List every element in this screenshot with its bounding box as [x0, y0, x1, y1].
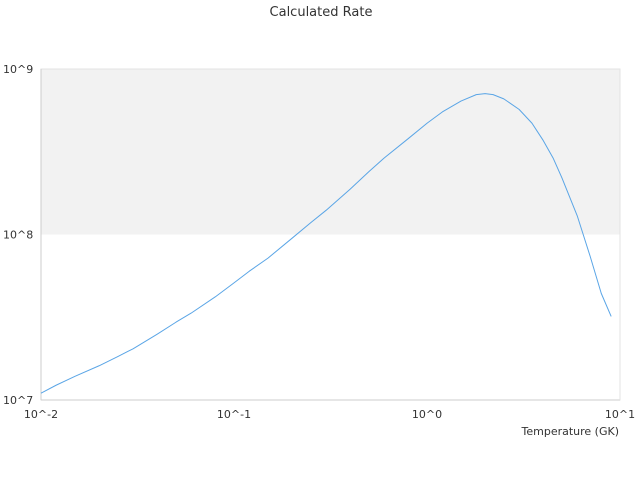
tick-labels: 10^-2 10^-1 10^0 10^1 10^7 10^8 10^9: [3, 63, 635, 421]
series-layer: [40, 93, 612, 394]
y-tick-label: 10^8: [3, 229, 33, 242]
x-tick-label: 10^1: [605, 408, 635, 421]
x-axis-label: Temperature (GK): [521, 425, 620, 438]
chart-title: Calculated Rate: [270, 5, 373, 20]
plot-band-0: [41, 69, 620, 235]
x-tick-label: 10^0: [412, 408, 442, 421]
plot-bands: [41, 69, 620, 235]
series-line: [40, 93, 612, 394]
axes: [40, 68, 621, 401]
y-tick-label: 10^7: [3, 394, 33, 407]
x-tick-label: 10^-1: [217, 408, 251, 421]
y-tick-label: 10^9: [3, 63, 33, 76]
x-tick-label: 10^-2: [24, 408, 58, 421]
